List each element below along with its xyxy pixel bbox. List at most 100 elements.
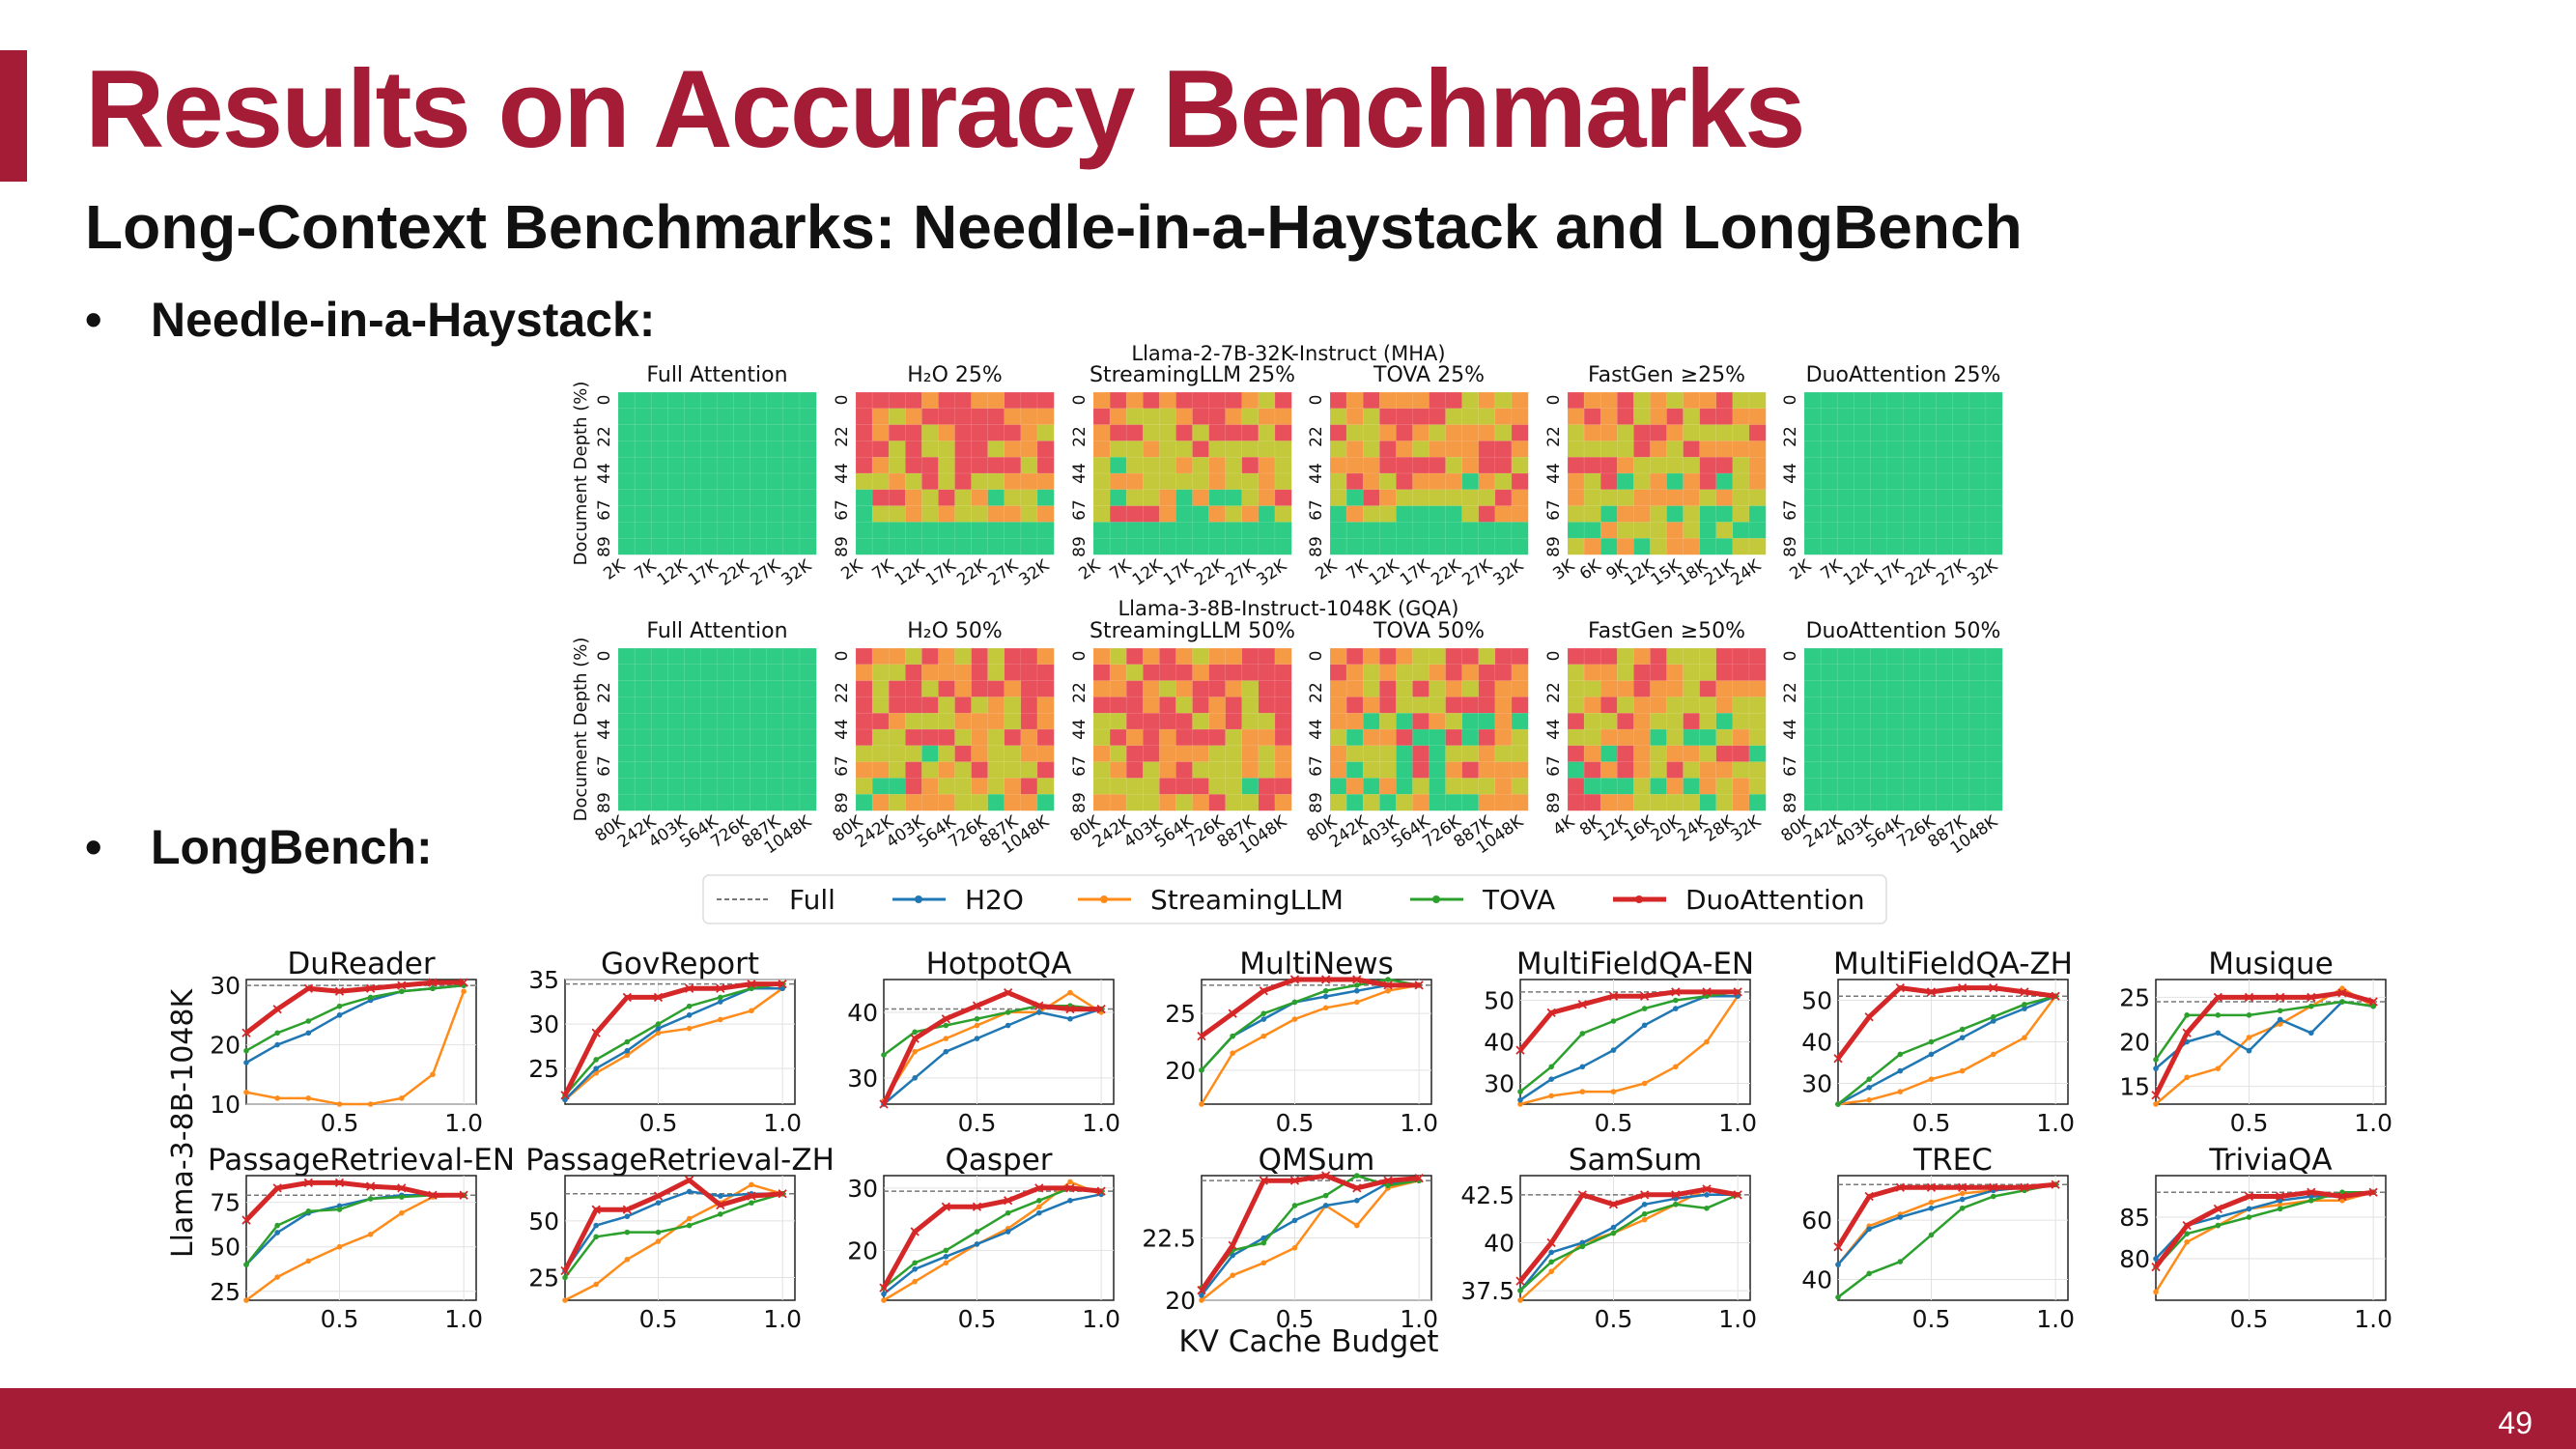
- heatmap-cell: [766, 408, 784, 426]
- heatmap-cell: [1274, 408, 1292, 426]
- heatmap-cell: [782, 537, 801, 555]
- heatmap-cell: [871, 489, 890, 507]
- heatmap-cell: [1583, 522, 1601, 539]
- heatmap-cell: [1803, 647, 1822, 666]
- heatmap-cell: [1020, 489, 1038, 507]
- heatmap-cell: [971, 522, 989, 539]
- y-tick-label: 50: [1801, 987, 1832, 1015]
- data-point: [367, 1232, 374, 1237]
- data-point: [2368, 1187, 2378, 1197]
- heatmap-cell: [1125, 712, 1144, 730]
- data-point: [974, 1036, 980, 1041]
- heatmap-cell: [1159, 793, 1176, 811]
- heatmap-cell: [1020, 696, 1038, 714]
- heatmap-cell: [1820, 440, 1838, 458]
- data-point: [1004, 987, 1013, 998]
- data-point: [1641, 1080, 1648, 1087]
- heatmap-cell: [855, 537, 873, 555]
- heatmap-panel-title: StreamingLLM 50%: [1090, 619, 1295, 643]
- heatmap-cell: [871, 728, 890, 747]
- heatmap-cell: [888, 424, 906, 441]
- heatmap-cell: [1192, 696, 1210, 714]
- y-tick-label: 50: [1484, 987, 1514, 1015]
- data-point: [1579, 1239, 1586, 1246]
- data-point: [1991, 1013, 1996, 1020]
- data-point: [749, 985, 754, 992]
- y-tick-label: 20: [847, 1236, 878, 1264]
- heatmap-cell: [1599, 664, 1618, 682]
- heatmap-cell: [1683, 664, 1701, 682]
- heatmap-panel-title: H₂O 25%: [907, 363, 1003, 387]
- heatmap-cell: [888, 489, 906, 507]
- heatmap-cell: [1412, 728, 1430, 747]
- heatmap-ytick: 0: [1307, 395, 1326, 406]
- data-point: [1610, 1089, 1617, 1094]
- heatmap-cell: [888, 696, 906, 714]
- heatmap-cell: [1445, 680, 1463, 697]
- heatmap-cell: [1699, 728, 1717, 747]
- data-point: [1260, 1010, 1267, 1016]
- heatmap-cell: [733, 745, 751, 763]
- data-point: [1291, 999, 1298, 1006]
- heatmap-cell: [634, 456, 652, 474]
- heatmap-cell: [1461, 793, 1480, 811]
- heatmap-cell: [1886, 793, 1905, 811]
- panel-title: MultiNews: [1239, 947, 1394, 981]
- data-point: [305, 1208, 312, 1214]
- heatmap-cell: [1192, 793, 1210, 811]
- heatmap-cell: [1903, 440, 1921, 458]
- heatmap-cell: [1715, 647, 1734, 666]
- data-point: [1322, 993, 1329, 1000]
- heatmap-cell: [1854, 728, 1871, 747]
- heatmap-cell: [717, 793, 735, 811]
- heatmap-xtick: 32K: [1490, 555, 1528, 590]
- heatmap-cell: [1175, 537, 1194, 555]
- heatmap-cell: [1429, 505, 1447, 523]
- data-point: [2277, 1016, 2283, 1023]
- heatmap-cell: [700, 712, 719, 730]
- heatmap-cell: [650, 728, 668, 747]
- heatmap-ytick: 67: [833, 499, 852, 521]
- heatmap-cell: [1820, 647, 1838, 666]
- data-point: [622, 1205, 632, 1214]
- heatmap-cell: [1461, 424, 1480, 441]
- heatmap-cell: [1192, 505, 1210, 523]
- heatmap-panel: FastGen ≥50%0224467894K8K12K16K20K24K28K…: [1544, 619, 1767, 846]
- heatmap-cell: [1732, 712, 1750, 730]
- heatmap-cell: [1699, 505, 1717, 523]
- data-point: [2184, 1231, 2190, 1236]
- heatmap-cell: [1109, 391, 1127, 410]
- heatmap-cell: [650, 680, 668, 697]
- heatmap-cell: [766, 472, 784, 491]
- heatmap-cell: [799, 728, 817, 747]
- heatmap-cell: [1159, 664, 1176, 682]
- heatmap-cell: [700, 745, 719, 763]
- data-point: [1291, 1245, 1298, 1251]
- heatmap-cell: [1345, 522, 1364, 539]
- heatmap-cell: [1617, 696, 1634, 714]
- heatmap-cell: [1125, 664, 1144, 682]
- heatmap-cell: [1820, 408, 1838, 426]
- heatmap-row-1: Llama-2-7B-32K-Instruct (MHA)Document De…: [571, 342, 2003, 590]
- heatmap-cell: [1429, 761, 1447, 779]
- heatmap-cell: [1020, 505, 1038, 523]
- heatmap-cell: [1092, 424, 1111, 441]
- heatmap-cell: [733, 761, 751, 779]
- heatmap-ytick: 67: [1307, 499, 1326, 521]
- heatmap-cell: [905, 408, 922, 426]
- heatmap-cell: [667, 522, 685, 539]
- heatmap-panel-title: StreamingLLM 25%: [1090, 363, 1295, 387]
- heatmap-cell: [1617, 680, 1634, 697]
- y-tick-label: 80: [2119, 1245, 2150, 1273]
- data-point: [1354, 1198, 1360, 1204]
- heatmap-cell: [1583, 712, 1601, 730]
- heatmap-cell: [1599, 647, 1618, 666]
- data-point: [399, 1209, 405, 1216]
- heatmap-cell: [1903, 408, 1921, 426]
- data-point: [686, 1188, 693, 1195]
- heatmap-cell: [1968, 522, 1987, 539]
- heatmap-cell: [1903, 522, 1921, 539]
- series-line-duoattention: [244, 980, 465, 1036]
